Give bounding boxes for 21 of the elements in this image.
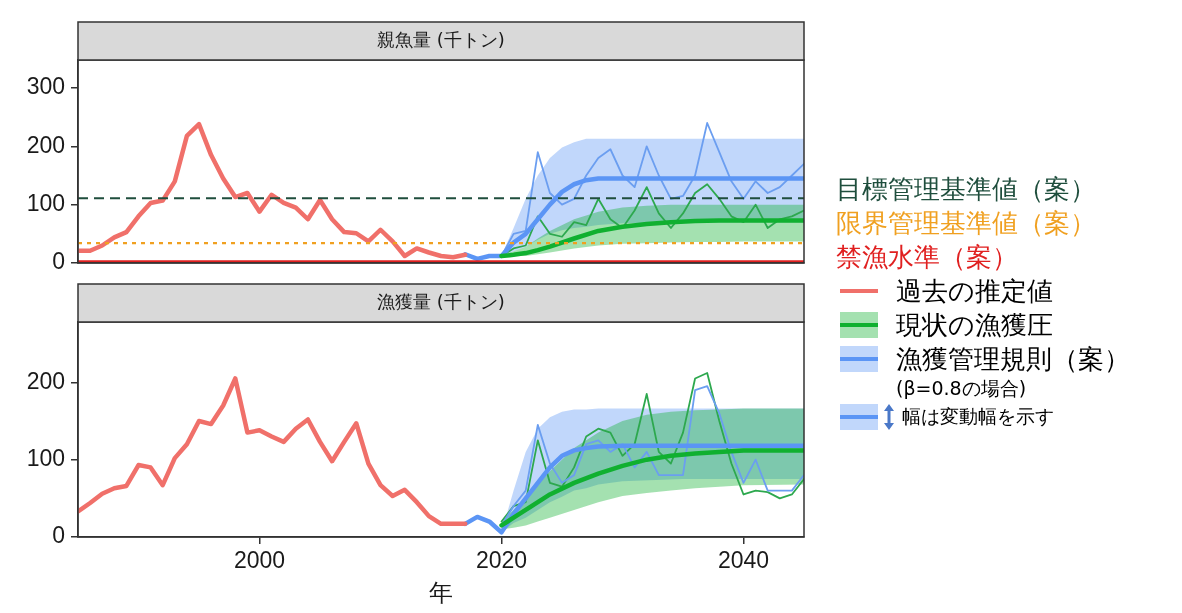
ref-line-label: 限界管理基準値（案）: [836, 207, 1097, 240]
y-tick-label: 0: [52, 522, 65, 549]
text: 幅は変動幅を示す: [902, 404, 1054, 429]
y-tick-label: 200: [26, 131, 65, 158]
ref-line-label: 目標管理基準値（案）: [836, 173, 1097, 206]
chart-title: 漁獲量 (千トン): [377, 290, 505, 312]
y-tick-label: 100: [26, 445, 65, 472]
y-tick-label: 300: [26, 73, 65, 100]
legend-label: 漁獲管理規則（案）: [896, 342, 1130, 376]
x-axis-title: 年: [429, 578, 453, 607]
x-tick-label: 2040: [717, 547, 770, 574]
y-tick-label: 200: [26, 367, 65, 394]
legend-label: 現状の漁獲圧: [896, 308, 1053, 342]
x-tick-label: 2000: [233, 547, 286, 574]
text: (β=0.8の場合): [895, 376, 1028, 401]
x-tick-label: 2020: [475, 547, 528, 574]
chart-title: 親魚量 (千トン): [377, 28, 505, 50]
y-tick-label: 100: [26, 190, 65, 217]
legend-label: 過去の推定値: [896, 274, 1053, 308]
ref-line-label: 禁漁水準（案）: [836, 241, 1019, 274]
y-tick-label: 0: [52, 248, 65, 275]
